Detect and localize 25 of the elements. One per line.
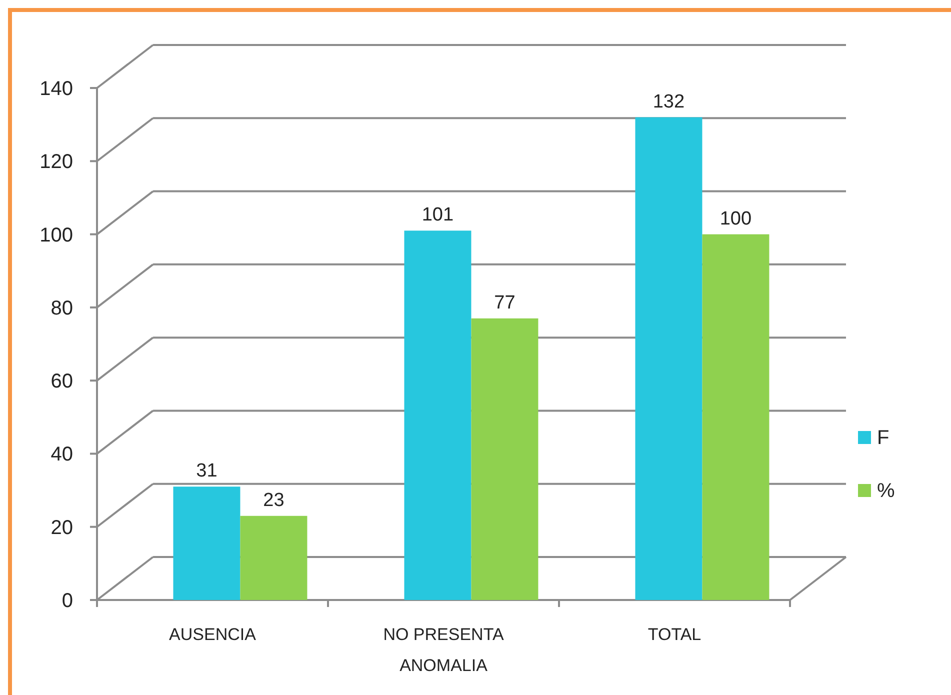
data-label: 23 xyxy=(263,490,284,511)
data-label: 100 xyxy=(720,208,752,230)
y-tick-label: 80 xyxy=(50,297,73,320)
y-tick-label: 0 xyxy=(62,590,73,612)
x-tick-label: TOTAL xyxy=(648,625,702,644)
y-tick-label: 100 xyxy=(40,224,73,246)
y-tick-label: 40 xyxy=(50,444,73,466)
data-label: 132 xyxy=(652,91,685,112)
x-tick-label: AUSENCIA xyxy=(169,625,257,644)
data-label: 31 xyxy=(196,460,218,482)
x-tick-label: NO PRESENTA ANOMALIA xyxy=(383,625,504,675)
y-tick-label: 60 xyxy=(50,370,73,393)
bar xyxy=(471,318,538,600)
legend-label: % xyxy=(877,480,895,502)
bar xyxy=(240,516,308,600)
legend-label: F xyxy=(877,427,890,449)
y-tick-label: 20 xyxy=(50,516,73,539)
y-tick-label: 140 xyxy=(40,78,73,100)
bar xyxy=(635,117,702,600)
bar xyxy=(404,230,472,600)
y-tick-label: 120 xyxy=(40,151,73,174)
data-label: 101 xyxy=(422,204,454,226)
bar xyxy=(173,486,240,600)
data-label: 77 xyxy=(494,292,516,314)
bar xyxy=(702,234,770,600)
